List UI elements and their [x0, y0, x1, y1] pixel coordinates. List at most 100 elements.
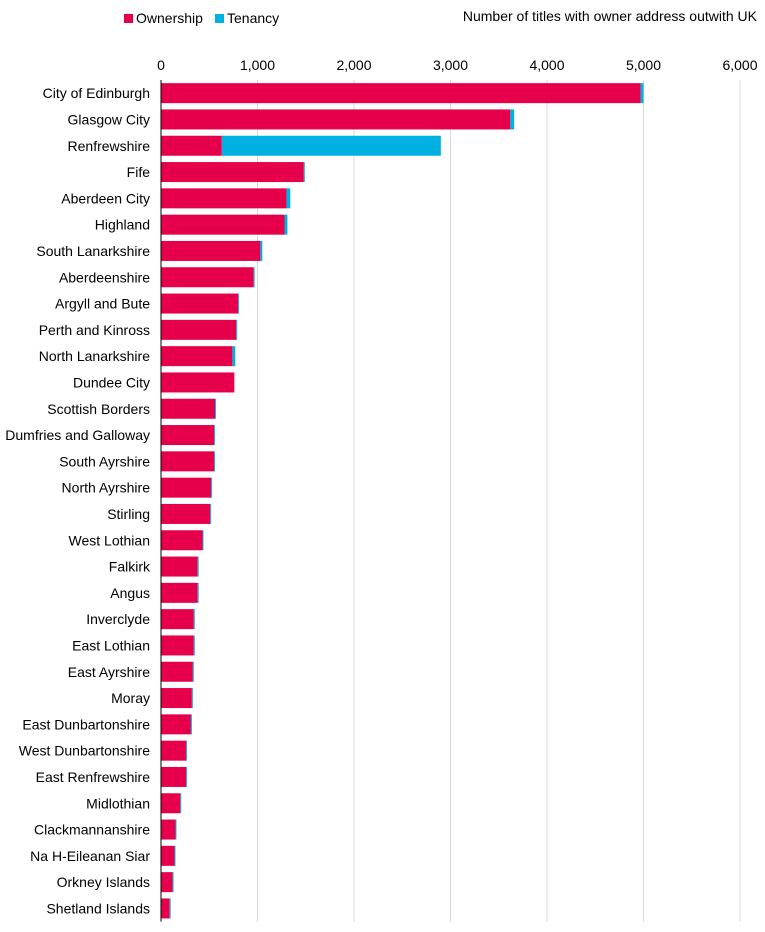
bar-ownership: [161, 240, 261, 261]
category-label: Orkney Islands: [57, 874, 150, 890]
bar-ownership: [161, 451, 215, 472]
bar-ownership: [161, 661, 193, 682]
bar-ownership: [161, 766, 187, 787]
category-label: Midlothian: [86, 795, 150, 811]
bar-tenancy: [172, 872, 174, 893]
bar-tenancy: [303, 162, 305, 183]
legend-label-tenancy: Tenancy: [227, 10, 279, 26]
x-tick-labels: 0 1,000 2,000 3,000 4,000 5,000 6,000: [157, 57, 758, 73]
bar-ownership: [161, 819, 176, 840]
category-label: East Dunbartonshire: [22, 716, 150, 732]
legend-label-ownership: Ownership: [136, 10, 203, 26]
bar-ownership: [161, 135, 222, 156]
bar-ownership: [161, 556, 198, 577]
bar-tenancy: [236, 319, 238, 340]
category-label: Dundee City: [73, 374, 150, 390]
bar-ownership: [161, 214, 285, 235]
bar-ownership: [161, 872, 173, 893]
category-label: East Lothian: [72, 637, 150, 653]
bar-tenancy: [260, 240, 263, 261]
bar-tenancy: [253, 267, 255, 288]
bar-tenancy: [221, 135, 441, 156]
legend: Ownership Tenancy: [124, 10, 279, 26]
bar-tenancy: [180, 793, 182, 814]
bar-ownership: [161, 740, 187, 761]
legend-swatch-ownership: [124, 14, 133, 23]
bar-tenancy: [202, 530, 204, 551]
bar-ownership: [161, 109, 511, 130]
category-labels: City of Edinburgh Glasgow City Renfrewshir…: [5, 85, 151, 916]
bar-tenancy: [192, 661, 194, 682]
x-tick-label: 1,000: [240, 57, 275, 73]
bar-tenancy: [190, 714, 192, 735]
bar-ownership: [161, 635, 194, 656]
category-label: Moray: [111, 690, 150, 706]
bar-tenancy: [175, 819, 177, 840]
bar-ownership: [161, 530, 203, 551]
bar-tenancy: [284, 214, 288, 235]
bar-tenancy: [186, 740, 188, 761]
bar-ownership: [161, 188, 287, 209]
bar-tenancy: [191, 688, 193, 709]
x-tick-label: 4,000: [529, 57, 564, 73]
category-label: East Ayrshire: [68, 664, 150, 680]
category-label: Inverclyde: [86, 611, 150, 627]
bar-tenancy: [214, 425, 216, 446]
category-label: Scottish Borders: [47, 401, 150, 417]
category-label: Aberdeenshire: [59, 269, 150, 285]
chart-title: Number of titles with owner address outw…: [463, 8, 758, 24]
bar-tenancy: [186, 766, 188, 787]
category-label: West Lothian: [69, 532, 150, 548]
bar-tenancy: [174, 845, 176, 866]
bar-tenancy: [214, 451, 216, 472]
bar-tenancy: [210, 503, 212, 524]
bar-tenancy: [193, 635, 195, 656]
bar-ownership: [161, 609, 194, 630]
bar-tenancy: [215, 398, 217, 419]
bar-tenancy: [211, 477, 213, 498]
category-label: Fife: [127, 164, 151, 180]
bar-ownership: [161, 346, 233, 367]
bar-ownership: [161, 845, 175, 866]
bar-ownership: [161, 319, 237, 340]
bars: [161, 83, 644, 919]
x-tick-label: 3,000: [433, 57, 468, 73]
bar-tenancy: [510, 109, 515, 130]
category-label: Falkirk: [109, 559, 151, 575]
x-tick-label: 6,000: [722, 57, 757, 73]
category-label: Aberdeen City: [61, 190, 150, 206]
category-label: West Dunbartonshire: [19, 743, 150, 759]
category-label: City of Edinburgh: [43, 85, 150, 101]
category-label: North Ayrshire: [62, 480, 151, 496]
legend-swatch-tenancy: [215, 14, 224, 23]
bar-ownership: [161, 425, 215, 446]
category-label: South Ayrshire: [59, 453, 150, 469]
bar-tenancy: [640, 83, 644, 104]
category-label: Perth and Kinross: [39, 322, 150, 338]
bar-ownership: [161, 477, 212, 498]
bar-ownership: [161, 714, 191, 735]
category-label: Renfrewshire: [68, 138, 151, 154]
category-label: Highland: [95, 217, 150, 233]
category-label: Dumfries and Galloway: [5, 427, 150, 443]
bar-tenancy: [197, 556, 199, 577]
bar-ownership: [161, 372, 235, 393]
bar-ownership: [161, 293, 239, 314]
bar-tenancy: [169, 898, 171, 919]
bar-ownership: [161, 582, 198, 603]
bar-ownership: [161, 398, 216, 419]
category-label: South Lanarkshire: [36, 243, 150, 259]
bar-ownership: [161, 267, 254, 288]
category-label: East Renfrewshire: [36, 769, 151, 785]
bar-tenancy: [197, 582, 199, 603]
x-tick-label: 0: [157, 57, 165, 73]
gridlines: [257, 80, 741, 922]
category-label: Argyll and Bute: [55, 296, 150, 312]
bar-ownership: [161, 898, 170, 919]
category-label: Shetland Islands: [46, 900, 150, 916]
bar-ownership: [161, 793, 181, 814]
bar-ownership: [161, 688, 192, 709]
bar-tenancy: [238, 293, 240, 314]
category-label: Clackmannanshire: [34, 822, 150, 838]
